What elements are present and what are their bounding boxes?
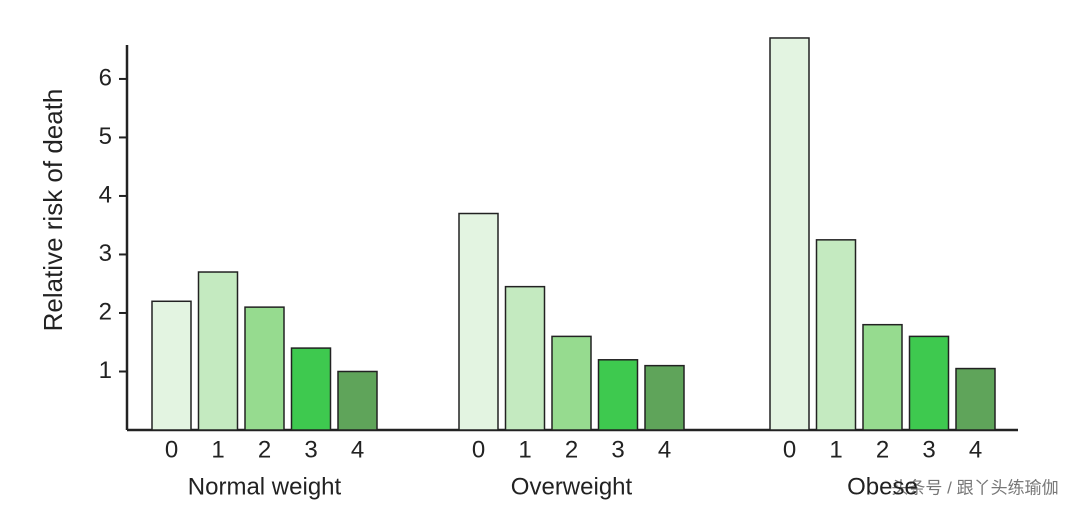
x-tick-label: 3	[304, 436, 317, 463]
x-tick-label: 1	[211, 436, 224, 463]
y-tick-label: 3	[99, 240, 112, 267]
x-tick-label: 0	[783, 436, 796, 463]
bar	[337, 370, 378, 431]
bar	[504, 285, 546, 431]
bar	[769, 37, 810, 431]
bar	[815, 239, 857, 431]
group-label: Normal weight	[188, 473, 342, 500]
x-tick-label: 1	[829, 436, 842, 463]
x-tick-label: 1	[518, 436, 531, 463]
bar	[151, 300, 192, 431]
x-tick-label: 0	[472, 436, 485, 463]
bar	[862, 323, 903, 431]
bar	[197, 271, 239, 431]
y-tick-label: 5	[99, 123, 112, 150]
x-tick-label: 4	[658, 436, 671, 463]
y-tick-label: 6	[99, 64, 112, 91]
bar	[955, 367, 996, 431]
group-label: Obese	[847, 473, 918, 500]
y-axis-label: Relative risk of death	[38, 89, 68, 332]
x-tick-label: 0	[165, 436, 178, 463]
x-tick-label: 4	[351, 436, 364, 463]
x-tick-label: 3	[611, 436, 624, 463]
watermark: 头条号 / 跟丫头练瑜伽	[891, 478, 1058, 497]
bar	[551, 335, 592, 431]
group-label: Overweight	[511, 473, 633, 500]
y-tick-label: 2	[99, 298, 112, 325]
x-tick-label: 2	[876, 436, 889, 463]
x-tick-label: 2	[258, 436, 271, 463]
bar	[908, 335, 950, 431]
x-tick-label: 3	[922, 436, 935, 463]
bar	[458, 212, 499, 431]
x-tick-label: 2	[565, 436, 578, 463]
bar	[597, 359, 639, 431]
y-tick-label: 4	[99, 181, 112, 208]
bar	[244, 306, 285, 431]
bar	[644, 364, 685, 431]
y-tick-label: 1	[99, 357, 112, 384]
x-tick-label: 4	[969, 436, 982, 463]
bar	[290, 347, 332, 431]
